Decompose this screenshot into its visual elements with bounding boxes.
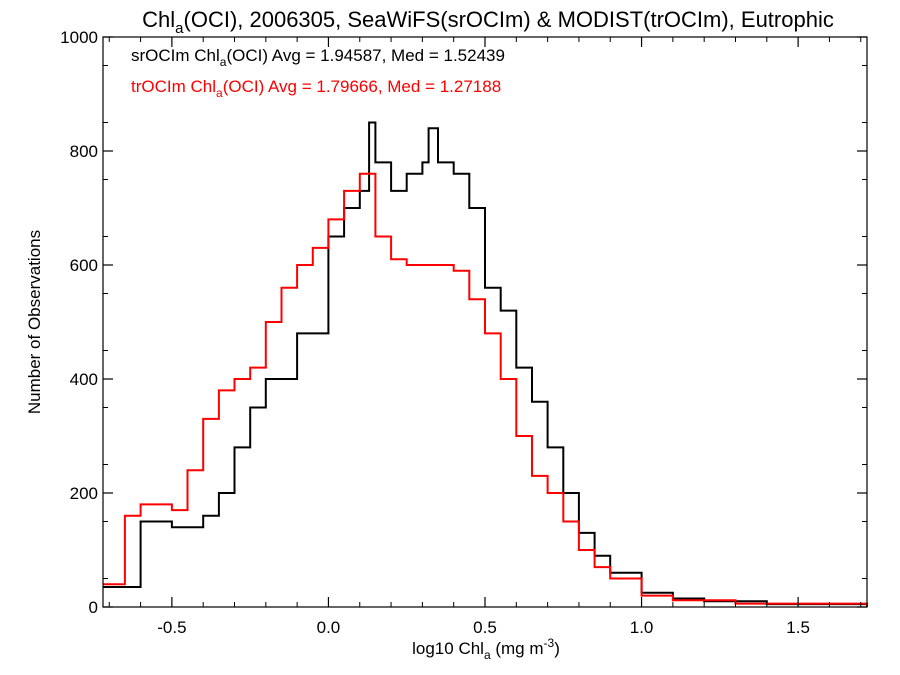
x-tick-label: 1.0	[630, 618, 654, 637]
x-tick-label: 0.5	[473, 618, 497, 637]
x-tick-label: 0.0	[317, 618, 341, 637]
y-tick-label: 800	[70, 142, 98, 161]
y-tick-label: 200	[70, 484, 98, 503]
tick-group: -0.5 0.0 0.5 1.0 1.5 0 200 400 600 800 1000	[60, 28, 867, 637]
y-axis-title: Number of Observations	[25, 230, 44, 414]
series-line-trOCIm	[103, 172, 868, 607]
x-axis-title: log10 Chla (mg m-3)	[412, 636, 560, 662]
y-tick-label: 0	[89, 598, 98, 617]
y-tick-label: 600	[70, 256, 98, 275]
y-tick-label: 400	[70, 370, 98, 389]
series-group	[103, 121, 868, 607]
x-tick-label: -0.5	[157, 618, 186, 637]
x-tick-label: 1.5	[786, 618, 810, 637]
series-line-srOCIm	[103, 121, 868, 607]
legend-entry-series-1: trOCIm Chla(OCI) Avg = 1.79666, Med = 1.…	[131, 77, 501, 100]
legend-entry-series-0: srOCIm Chla(OCI) Avg = 1.94587, Med = 1.…	[131, 46, 505, 69]
y-tick-label: 1000	[60, 28, 98, 47]
chart-title: Chla(OCI), 2006305, SeaWiFS(srOCIm) & MO…	[142, 7, 834, 37]
